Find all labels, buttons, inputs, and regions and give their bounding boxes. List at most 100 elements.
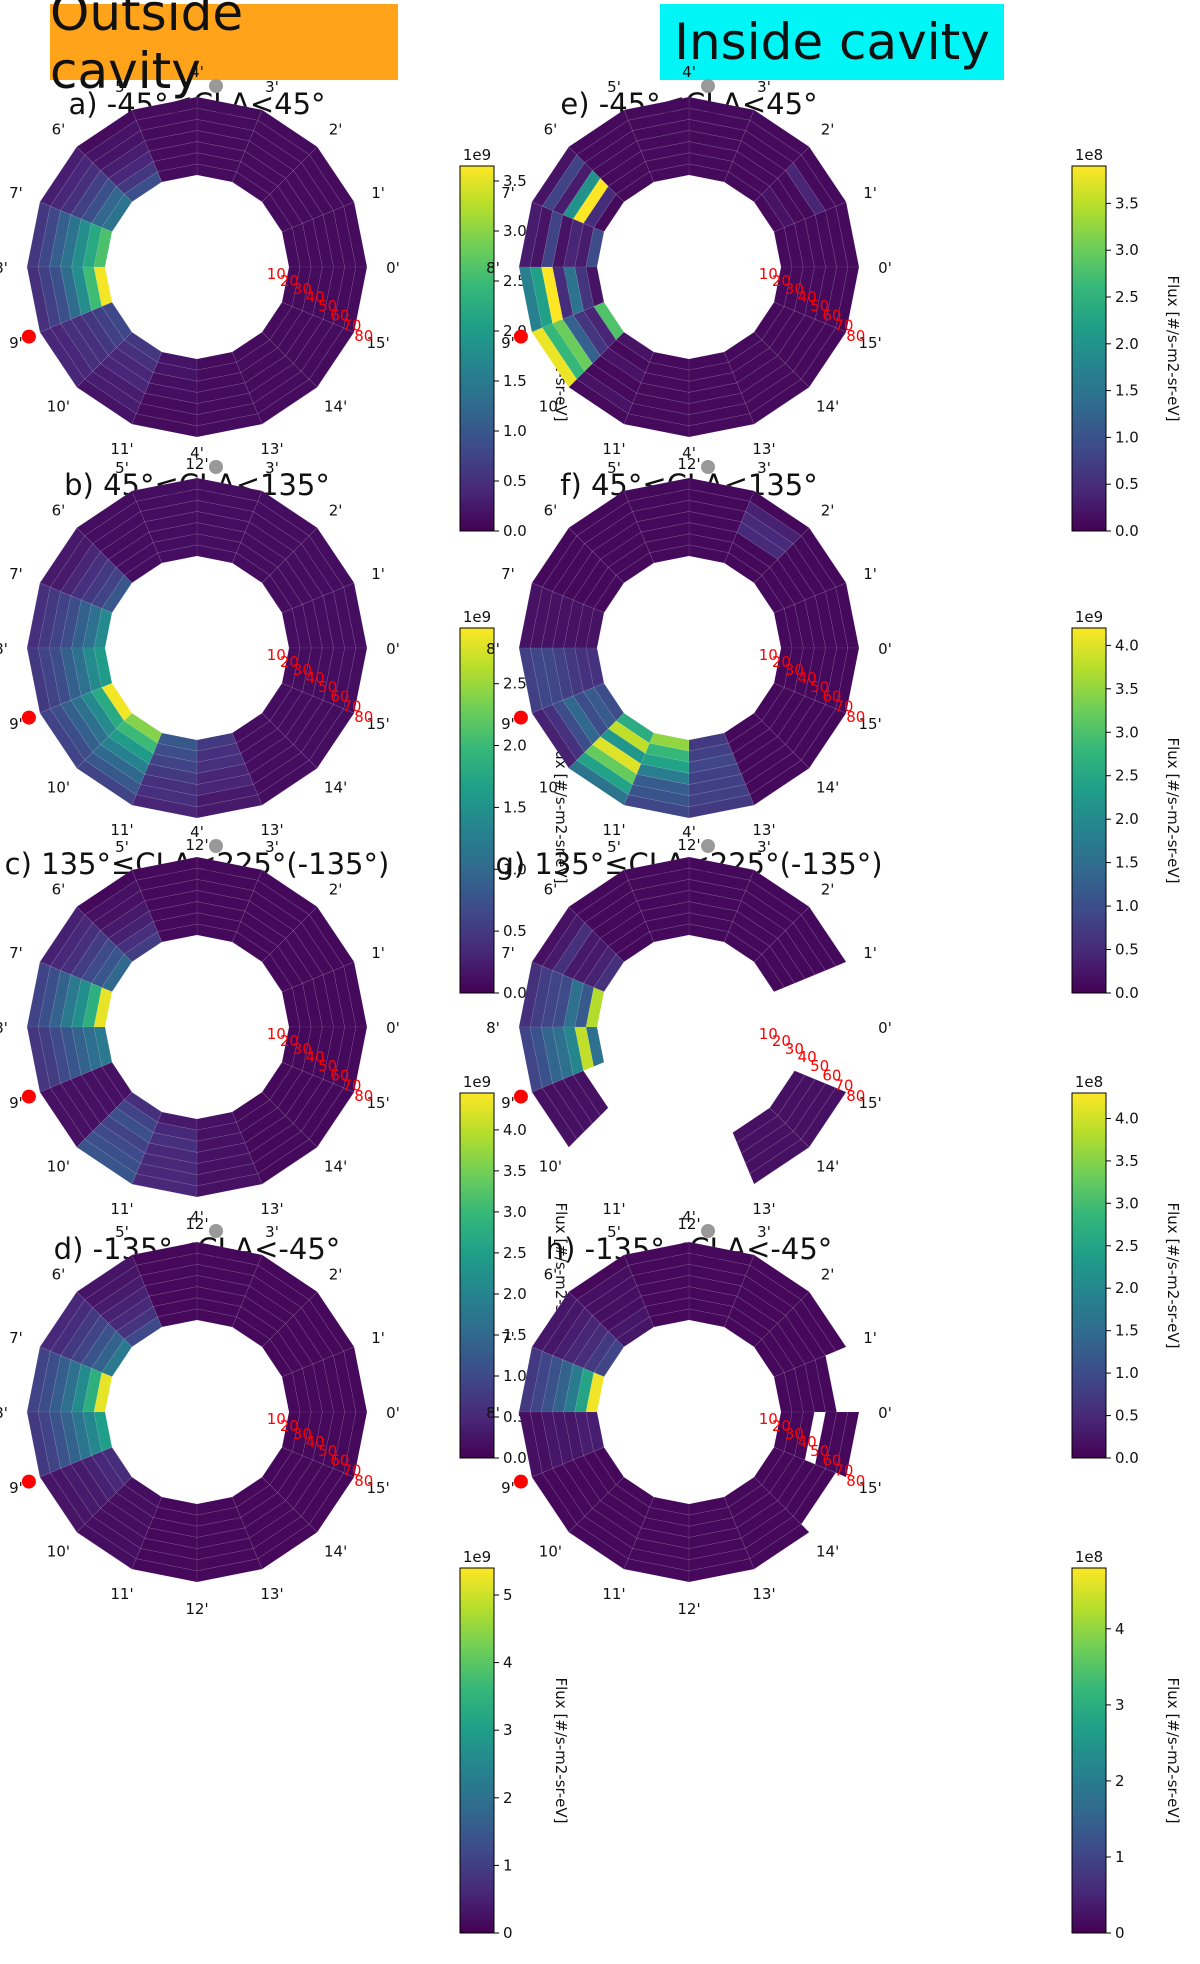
flux-cell [584, 1508, 638, 1549]
sector-label: 14' [324, 1543, 347, 1561]
flux-cell [196, 1163, 259, 1187]
flux-cell [76, 869, 137, 916]
energy-label: 70 [342, 1461, 361, 1479]
flux-cell [540, 1026, 564, 1084]
sector-label: 2' [329, 120, 343, 138]
sector-label: 1' [863, 565, 877, 583]
flux-cell [322, 591, 346, 649]
colorbar-label: Flux [#/s-m2-sr-eV] [552, 1678, 570, 1824]
flux-cell [196, 878, 254, 902]
flux-cell [552, 1411, 574, 1465]
colorbar-tick-label: 2.5 [1115, 288, 1139, 306]
flux-cell [90, 185, 125, 228]
flux-cell [302, 1026, 323, 1076]
flux-cell [244, 1115, 295, 1154]
flux-cell [257, 378, 318, 425]
colorbar-tick-label: 1.0 [1115, 897, 1139, 915]
flux-cell [293, 543, 334, 597]
outside-cavity-header: Outside cavity [50, 0, 398, 100]
colorbar-exponent: 1e9 [463, 608, 491, 626]
flux-cell [157, 1496, 198, 1516]
colorbar [1071, 1092, 1107, 1459]
energy-label: 20 [280, 653, 299, 671]
energy-label: 30 [293, 280, 312, 298]
flux-cell [26, 1346, 51, 1413]
sector-label: 3' [757, 78, 771, 96]
flux-cell [80, 310, 117, 357]
energy-label: 20 [280, 1417, 299, 1435]
energy-label: 10 [759, 1025, 778, 1043]
flux-cell [115, 1484, 158, 1519]
flux-cell [312, 1411, 334, 1465]
sector-label: 14' [816, 1158, 839, 1176]
flux-cell [552, 266, 574, 320]
flux-cell [783, 1367, 804, 1413]
sun-direction-marker [21, 329, 36, 344]
flux-cell [333, 205, 357, 268]
flux-cell [144, 1275, 198, 1297]
flux-cell [794, 218, 815, 268]
flux-cell [301, 1468, 345, 1525]
flux-cell [576, 371, 633, 415]
flux-cell [231, 1316, 271, 1348]
flux-cell [285, 695, 324, 746]
flux-cell [253, 1264, 310, 1308]
flux-cell [649, 923, 690, 943]
colorbar-label: Flux [#/s-m2-sr-eV] [552, 738, 570, 884]
flux-cell [343, 266, 368, 333]
flux-cell [302, 647, 323, 697]
flux-cell [281, 1026, 301, 1067]
flux-cell [93, 266, 113, 307]
flux-cell [196, 867, 259, 891]
colorbar-tick-label: 2.0 [1115, 810, 1139, 828]
flux-cell [60, 1307, 101, 1361]
flux-cell [591, 736, 642, 775]
flux-cell [773, 1411, 793, 1452]
flux-cell [563, 1363, 584, 1413]
colorbar-tick-label: 0.5 [1115, 1407, 1139, 1425]
flux-cell [761, 687, 796, 730]
energy-label: 40 [306, 1433, 325, 1451]
flux-cell [740, 1275, 794, 1316]
energy-label: 60 [330, 306, 349, 324]
flux-cell [518, 266, 543, 333]
flux-cell [644, 533, 690, 554]
flux-cell [281, 266, 301, 307]
flux-cell [794, 647, 815, 697]
flux-cell [793, 323, 837, 380]
flux-cell [196, 118, 254, 142]
flux-cell [343, 582, 368, 649]
flux-cell [591, 521, 642, 560]
flux-cell [144, 890, 198, 912]
sector-label: 9' [9, 334, 23, 352]
flux-cell [240, 910, 287, 947]
flux-cell [576, 500, 633, 544]
colorbar-tick-label: 2.0 [503, 322, 527, 340]
energy-label: 80 [846, 327, 865, 345]
flux-cell [688, 912, 734, 933]
energy-label: 50 [810, 1442, 829, 1460]
flux-cell [585, 1026, 605, 1067]
flux-cell [93, 1026, 113, 1067]
flux-cell [607, 339, 650, 374]
energy-label: 80 [846, 708, 865, 726]
sector-label: 11' [602, 440, 625, 458]
flux-cell [236, 541, 279, 576]
flux-cell [291, 1411, 312, 1457]
flux-cell [541, 154, 585, 211]
flux-cell [148, 522, 198, 543]
flux-cell [253, 1131, 310, 1175]
flux-cell [623, 856, 690, 881]
flux-cell [277, 937, 314, 984]
flux-cell [244, 1285, 295, 1324]
flux-cell [572, 937, 609, 984]
flux-cell [552, 1307, 593, 1361]
flux-cell [269, 1451, 304, 1494]
panel-a: a) -45°≤CLA<45°0'1'2'3'4'5'6'7'8'9'10'11… [0, 63, 570, 540]
flux-cell [196, 1286, 246, 1307]
flux-cell [231, 1091, 271, 1123]
flux-cell [835, 201, 860, 268]
flux-cell [131, 477, 198, 502]
flux-cell [93, 647, 113, 688]
flux-cell [48, 591, 72, 649]
